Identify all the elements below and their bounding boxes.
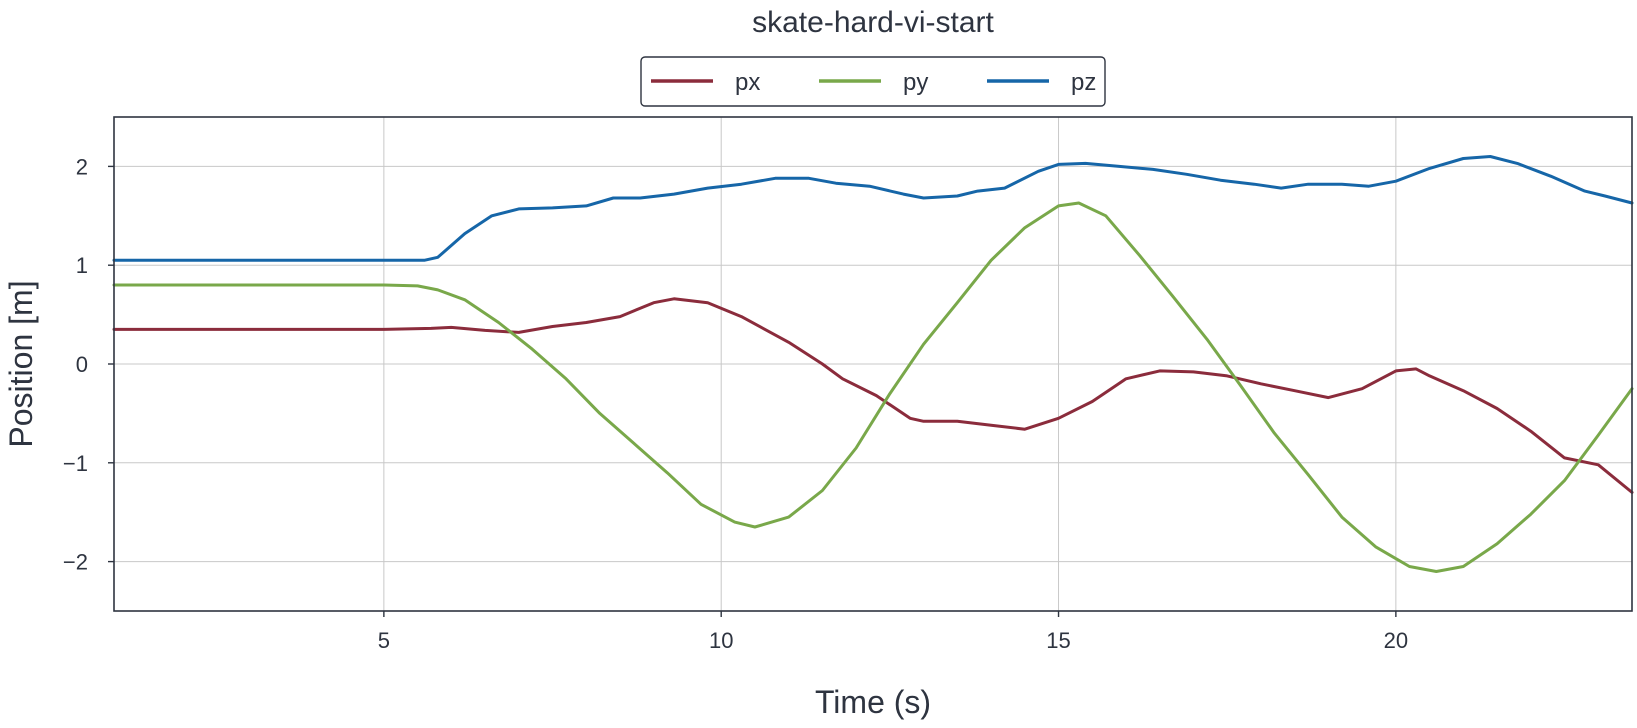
- series-line-py: [112, 201, 1634, 573]
- legend: px py pz: [640, 56, 1106, 107]
- x-tick-label: 20: [1384, 628, 1408, 653]
- y-tick-label: 0: [76, 352, 88, 377]
- x-tick-label: 10: [709, 628, 733, 653]
- y-tick-label: −2: [63, 550, 88, 575]
- y-axis-label: Position [m]: [3, 280, 39, 447]
- chart-title: skate-hard-vi-start: [752, 6, 994, 39]
- series-line-px: [112, 297, 1634, 494]
- y-tick-label: 1: [76, 253, 88, 278]
- series-lines: [112, 155, 1634, 573]
- plot-frame: [113, 116, 1633, 612]
- y-tick-label: 2: [76, 154, 88, 179]
- x-tick-label: 5: [378, 628, 390, 653]
- legend-label-px: px: [735, 69, 760, 96]
- y-tick-label: −1: [63, 451, 88, 476]
- gridlines: [114, 117, 1632, 611]
- x-axis-label: Time (s): [815, 684, 931, 720]
- legend-label-py: py: [903, 69, 928, 96]
- legend-label-pz: pz: [1071, 69, 1096, 96]
- x-tick-label: 15: [1046, 628, 1070, 653]
- series-line-pz: [112, 155, 1634, 262]
